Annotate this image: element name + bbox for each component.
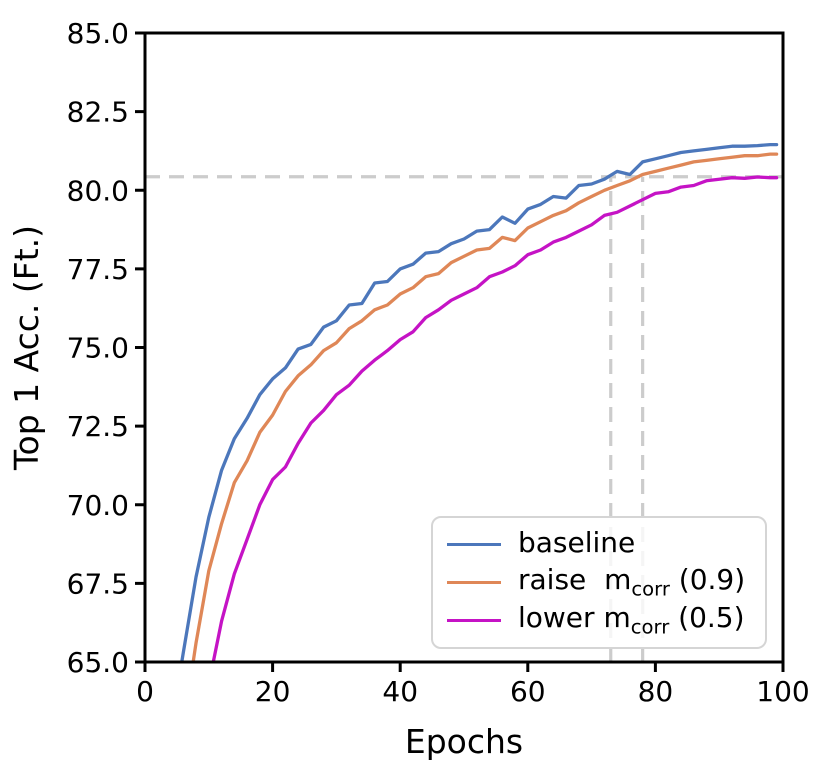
y-ticks: 65.0 67.5 70.0 72.5 75.0 77.5 80.0 82.5 85.0	[67, 17, 145, 679]
legend-label-text: baseline	[518, 525, 636, 559]
y-tick-label: 75.0	[67, 332, 129, 365]
x-ticks: 0 20 40 60 80 100	[136, 662, 810, 708]
x-tick-label: 0	[136, 675, 154, 708]
legend-label-text: (0.5)	[669, 601, 745, 635]
lower-mcorr-curve	[211, 175, 779, 662]
x-tick-label: 20	[255, 675, 291, 708]
legend-entry-label: raise mcorr (0.9)	[518, 563, 746, 601]
y-tick-label: 67.5	[67, 567, 129, 600]
legend-entry-label: lower mcorr (0.5)	[518, 601, 745, 639]
x-tick-label: 40	[382, 675, 418, 708]
x-axis-label: Epochs	[405, 722, 523, 761]
series-group	[180, 142, 779, 662]
y-tick-label: 82.5	[67, 96, 129, 129]
x-tick-label: 100	[756, 675, 809, 708]
legend-line-swatch	[447, 543, 501, 547]
x-tick-label: 60	[510, 675, 546, 708]
legend-entry-label: baseline	[518, 525, 636, 562]
y-tick-label: 72.5	[67, 410, 129, 443]
baseline-curve	[180, 142, 779, 662]
legend-label-subscript: corr	[631, 578, 670, 601]
legend-label-text: lower m	[518, 601, 631, 635]
legend-entry-baseline: baseline	[447, 525, 751, 562]
legend-label-text: raise m	[518, 563, 632, 597]
y-tick-label: 80.0	[67, 174, 129, 207]
y-tick-label: 70.0	[67, 489, 129, 522]
legend-entry-raise-mcorr: raise mcorr (0.9)	[447, 565, 751, 599]
x-tick-label: 80	[638, 675, 674, 708]
raise-mcorr-curve	[191, 152, 779, 662]
y-tick-label: 85.0	[67, 17, 129, 50]
legend-entry-lower-mcorr: lower mcorr (0.5)	[447, 601, 751, 639]
y-axis-label: Top 1 Acc. (Ft.)	[7, 225, 46, 471]
legend-label-text: (0.9)	[669, 563, 746, 597]
legend-line-swatch	[447, 580, 501, 585]
legend-label-subscript: corr	[630, 615, 670, 639]
y-tick-label: 65.0	[67, 646, 129, 679]
legend-line-swatch	[447, 618, 501, 622]
legend: baseline raise mcorr (0.9) lower mcorr (…	[431, 516, 767, 649]
y-tick-label: 77.5	[67, 253, 129, 286]
